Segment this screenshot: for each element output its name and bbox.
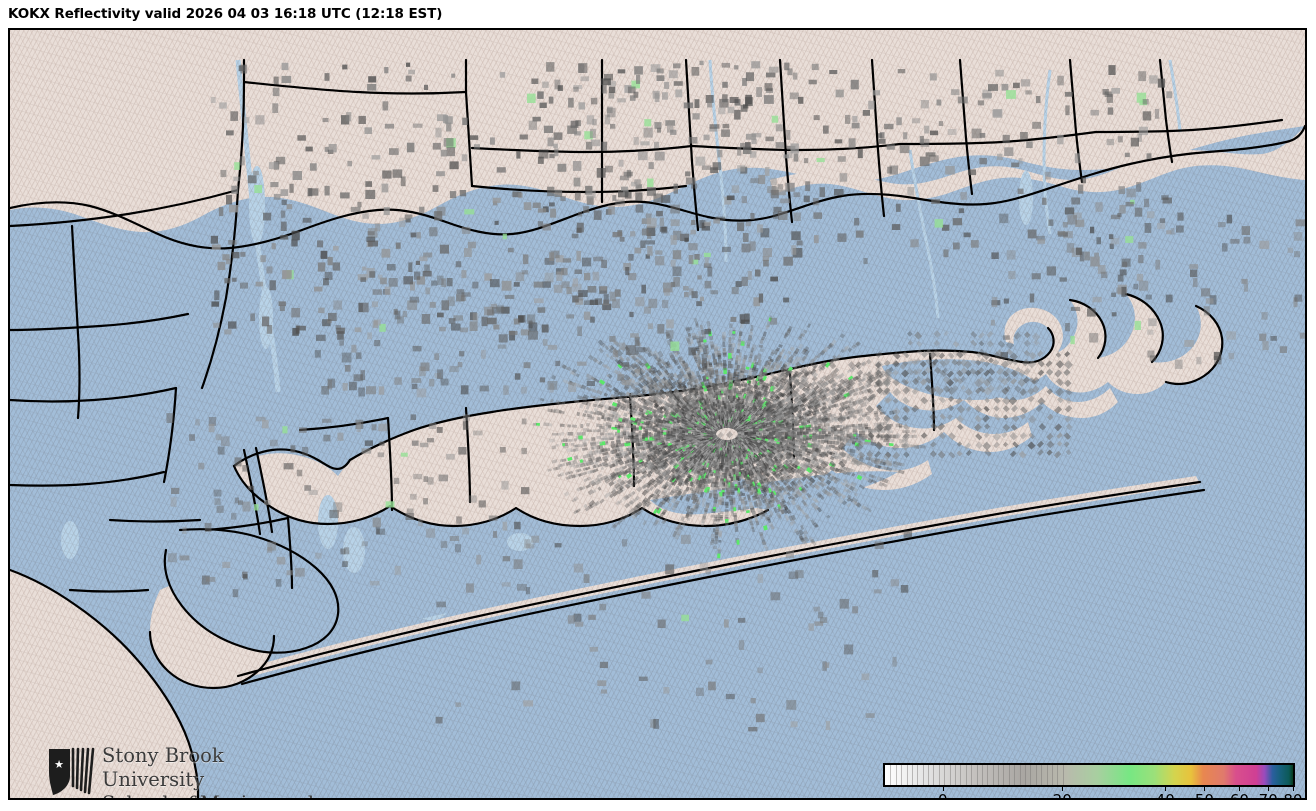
map-frame[interactable]: ★ Stony Brook University School of Marin… <box>8 28 1307 800</box>
geography-layer <box>10 30 1305 798</box>
page-title: KOKX Reflectivity valid 2026 04 03 16:18… <box>8 6 443 22</box>
map-canvas[interactable]: ★ Stony Brook University School of Marin… <box>10 30 1305 798</box>
